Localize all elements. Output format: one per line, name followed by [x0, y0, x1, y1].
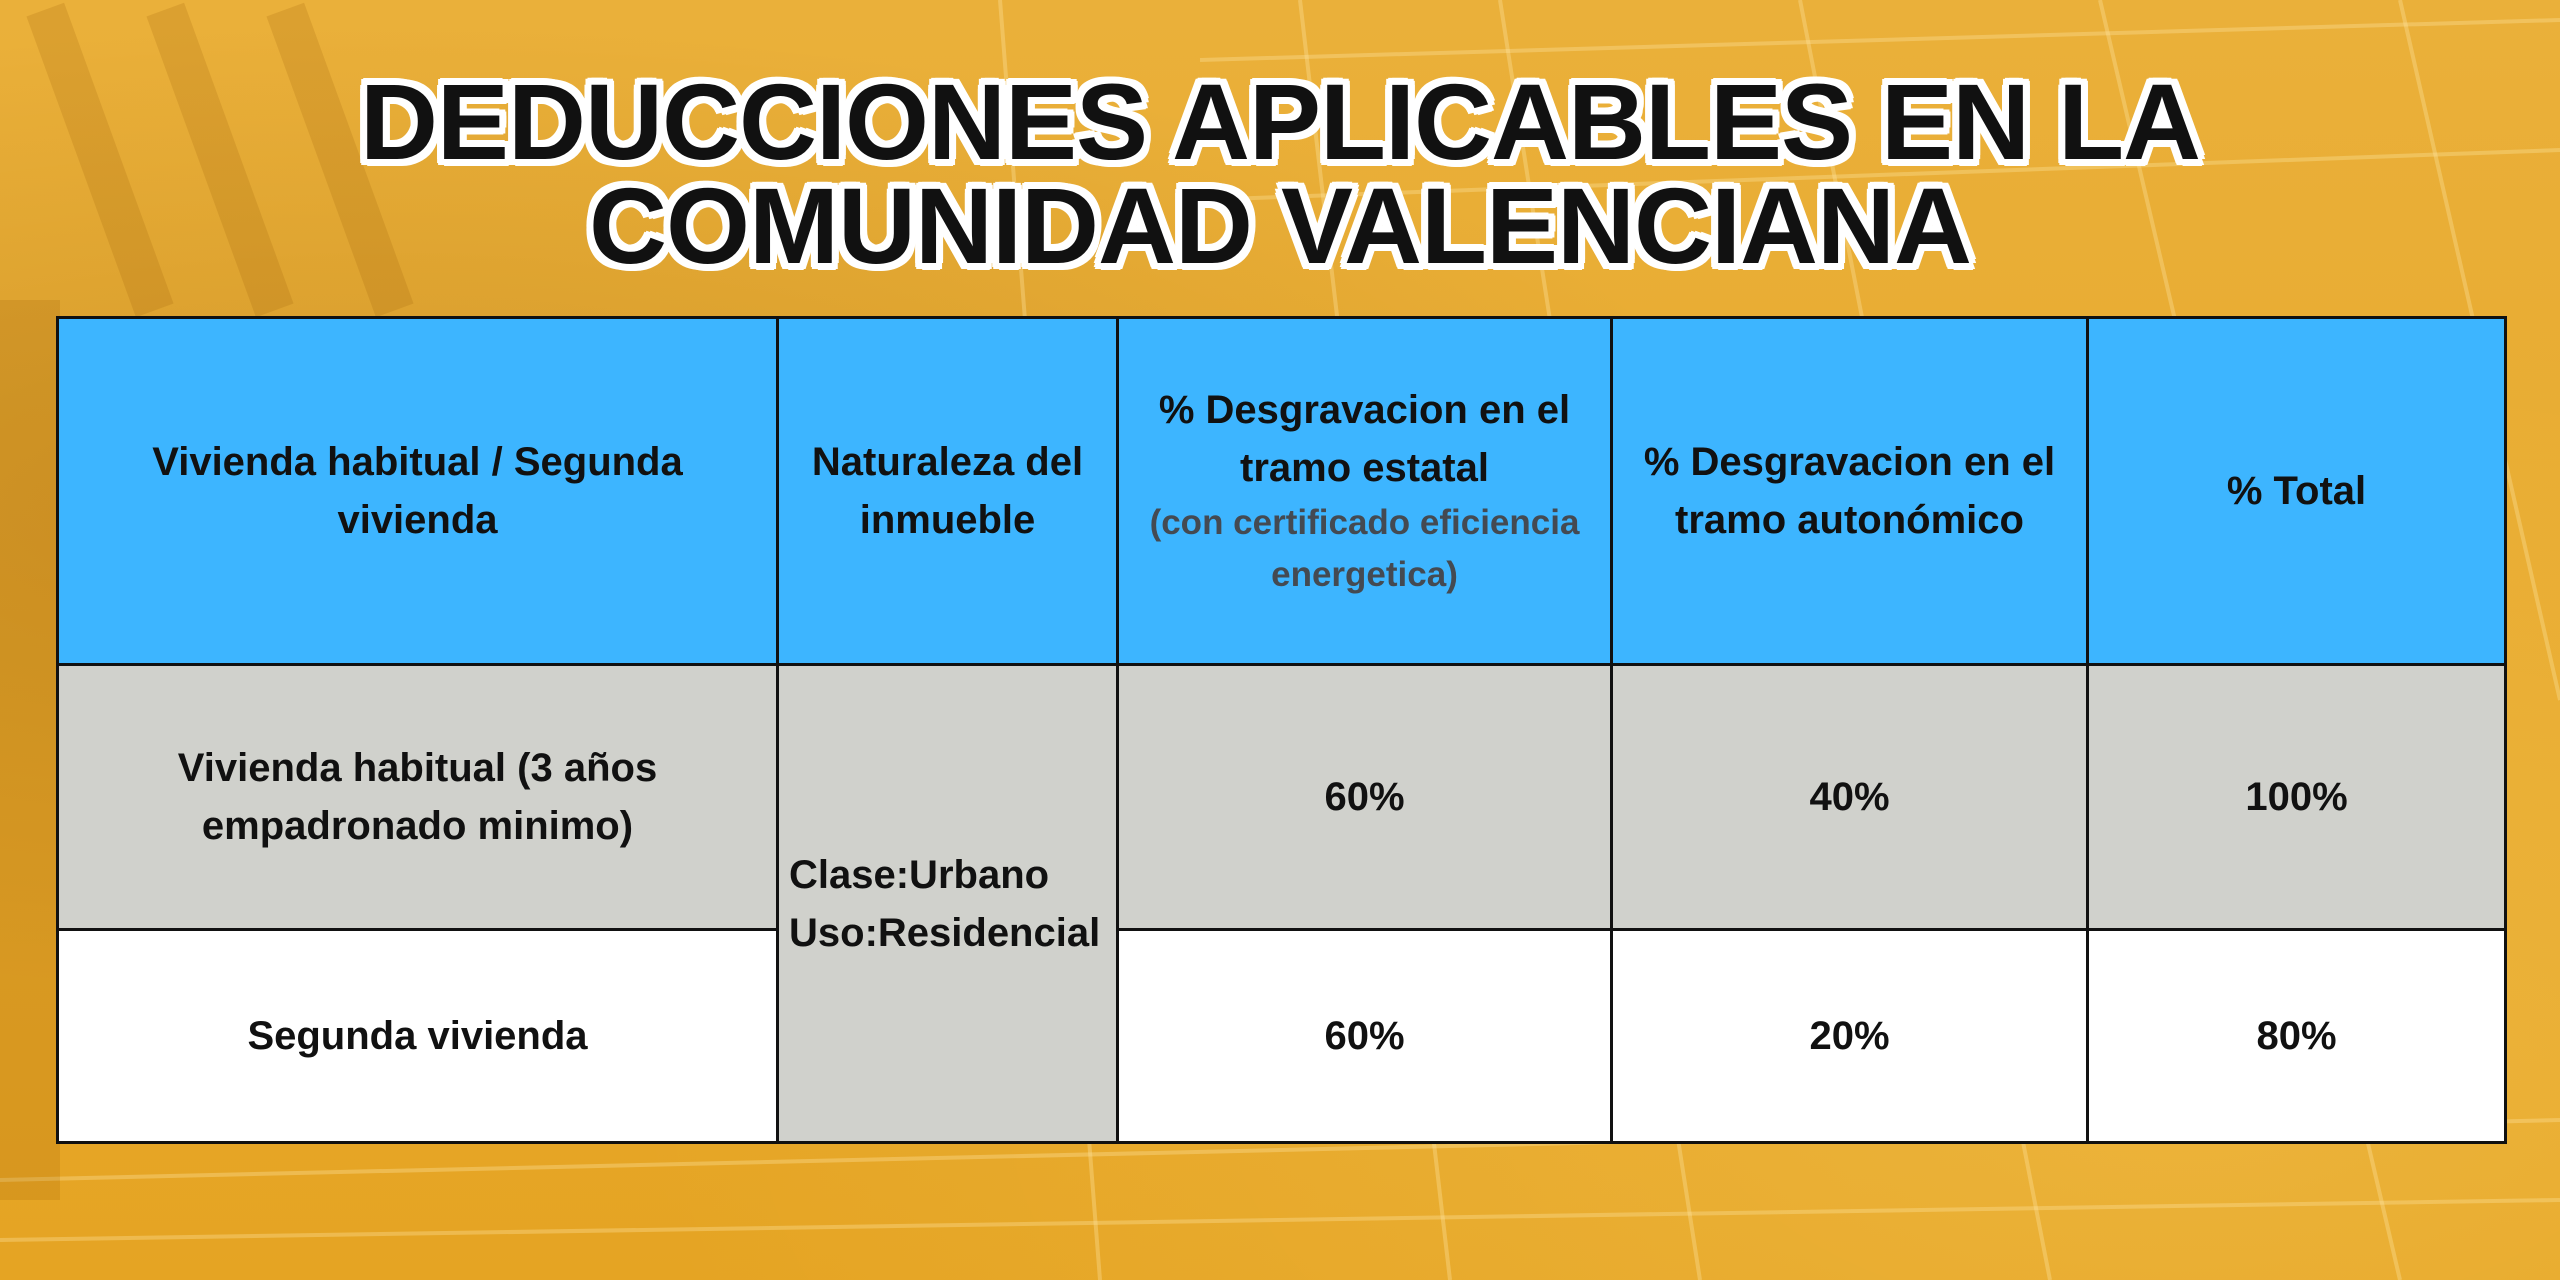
- naturaleza-uso: Uso:Residencial: [789, 910, 1101, 955]
- header-estatal-note: (con certificado eficiencia energetica): [1149, 503, 1580, 594]
- cell-estatal: 60%: [1116, 928, 1613, 1144]
- header-autonomico: % Desgravacion en el tramo autonómico: [1610, 316, 2089, 666]
- cell-total: 100%: [2086, 663, 2507, 931]
- table-row: Segunda vivienda 60% 20% 80%: [56, 928, 2507, 1144]
- cell-vivienda: Segunda vivienda: [56, 928, 779, 1144]
- deductions-table: Vivienda habitual / Segunda vivienda Nat…: [56, 316, 2507, 1144]
- header-estatal-label: % Desgravacion en el tramo estatal: [1158, 388, 1571, 490]
- title-line-1: DEDUCCIONES APLICABLES EN LA: [359, 61, 2201, 182]
- header-total: % Total: [2086, 316, 2507, 666]
- naturaleza-clase: Clase:Urbano: [789, 852, 1050, 897]
- title-line-2: COMUNIDAD VALENCIANA: [589, 165, 1972, 286]
- cell-total: 80%: [2086, 928, 2507, 1144]
- page-title: DEDUCCIONES APLICABLES EN LA COMUNIDAD V…: [0, 61, 2560, 286]
- table-row: Vivienda habitual (3 años empadronado mi…: [56, 663, 2507, 1144]
- cell-estatal: 60%: [1116, 663, 1613, 931]
- table-header-row: Vivienda habitual / Segunda vivienda Nat…: [56, 316, 2507, 666]
- header-estatal: % Desgravacion en el tramo estatal (con …: [1116, 316, 1613, 666]
- cell-autonomico: 40%: [1610, 663, 2089, 931]
- cell-naturaleza: Clase:Urbano Uso:Residencial: [776, 663, 1119, 1144]
- header-vivienda: Vivienda habitual / Segunda vivienda: [56, 316, 779, 666]
- cell-vivienda: Vivienda habitual (3 años empadronado mi…: [56, 663, 779, 931]
- header-naturaleza: Naturaleza del inmueble: [776, 316, 1119, 666]
- cell-autonomico: 20%: [1610, 928, 2089, 1144]
